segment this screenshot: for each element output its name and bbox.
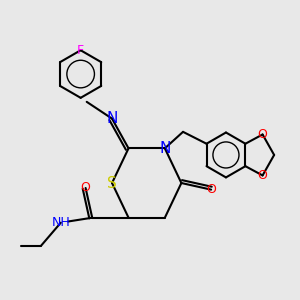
Text: O: O <box>206 183 216 196</box>
Text: N: N <box>159 141 170 156</box>
Text: O: O <box>258 169 268 182</box>
Text: O: O <box>81 182 91 194</box>
Text: N: N <box>106 111 118 126</box>
Text: NH: NH <box>52 216 70 229</box>
Text: O: O <box>258 128 268 141</box>
Text: F: F <box>77 44 84 57</box>
Text: S: S <box>107 176 117 190</box>
